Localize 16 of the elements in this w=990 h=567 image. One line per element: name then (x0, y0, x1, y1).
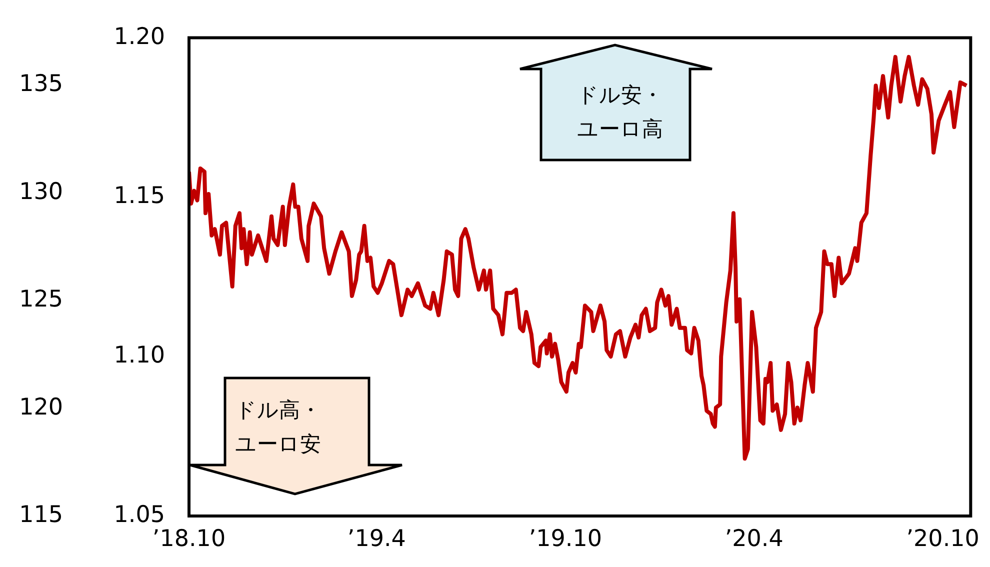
annotation: ドル安・ユーロ高 (576, 82, 664, 143)
y-tick-label: 1.15 (114, 183, 165, 210)
y2-tick-label: 135 (19, 71, 63, 98)
x-tick-label: ’19.4 (347, 526, 406, 552)
y2-tick-label: 130 (19, 178, 63, 205)
y2-tick-label: 120 (19, 394, 63, 420)
y-tick-label: 1.05 (114, 502, 165, 528)
annotation: ドル高・ユーロ安 (234, 397, 322, 458)
x-tick-label: ’19.10 (528, 526, 602, 552)
x-tick-label: ’18.10 (152, 526, 226, 552)
y-tick-label: 1.20 (114, 24, 165, 50)
y2-tick-label: 115 (19, 502, 63, 528)
y2-tick-label: 125 (19, 286, 63, 313)
x-tick-label: ’20.10 (906, 526, 980, 552)
x-tick-label: ’20.4 (724, 526, 784, 552)
y-tick-label: 1.10 (114, 342, 165, 369)
